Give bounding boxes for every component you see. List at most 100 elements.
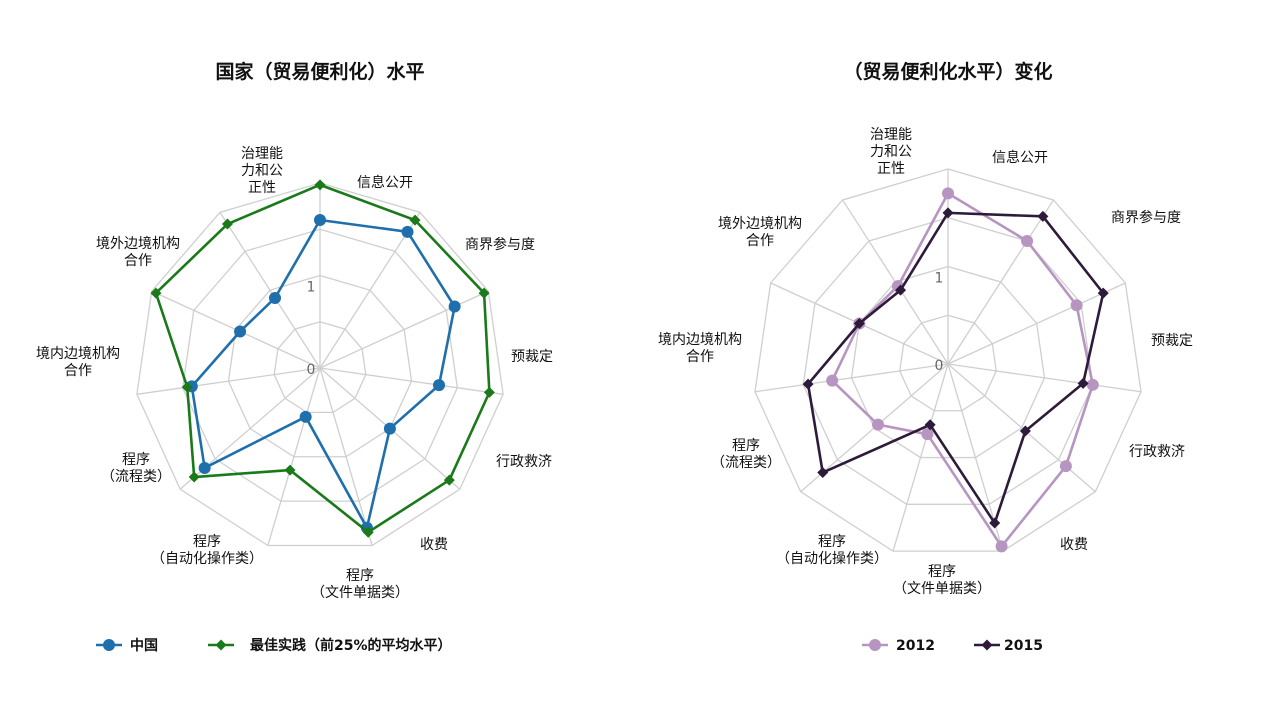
legend-marker <box>215 639 227 651</box>
axis-label: 商界参与度 <box>465 236 535 253</box>
data-point <box>299 410 312 423</box>
axis-label: 治理能力和公正性 <box>241 146 283 196</box>
data-point <box>284 464 296 476</box>
data-point <box>448 300 461 313</box>
data-point <box>995 540 1008 553</box>
radar-chart-change: （贸易便利化水平）变化01治理能力和公正性信息公开商界参与度预裁定行政救济收费程… <box>658 60 1193 654</box>
axis-label: 境外边境机构合作 <box>718 216 802 249</box>
chart-title: （贸易便利化水平）变化 <box>843 60 1052 83</box>
series-line <box>154 183 491 534</box>
legend-marker <box>981 639 993 651</box>
grid-spoke <box>319 367 504 395</box>
legend-label: 中国 <box>130 637 158 654</box>
grid-ring <box>181 228 459 502</box>
data-point <box>443 474 455 486</box>
axis-label: 预裁定 <box>511 349 553 365</box>
axis-label: 治理能力和公正性 <box>870 127 912 177</box>
axis-label: 程序（自动化操作类） <box>151 534 263 567</box>
series-line <box>190 218 456 530</box>
data-point <box>1086 378 1099 391</box>
data-point <box>314 214 326 226</box>
grid-spoke <box>947 363 1096 493</box>
data-point <box>942 207 954 219</box>
data-point <box>1070 299 1083 312</box>
grid-ring <box>754 168 1142 552</box>
axis-label: 程序（流程类） <box>101 452 171 485</box>
legend-marker <box>869 639 881 651</box>
grid-spoke <box>219 212 321 369</box>
axis-label: 行政救济 <box>496 454 552 470</box>
grid-spoke <box>136 367 321 395</box>
grid-spoke <box>267 367 321 546</box>
grid-ring <box>899 314 997 412</box>
axis-label: 程序（自动化操作类） <box>776 534 888 567</box>
tick-label: 0 <box>935 358 944 374</box>
radar-grid <box>136 182 504 547</box>
data-point <box>383 422 396 435</box>
data-point <box>433 379 446 392</box>
data-point <box>989 517 1001 529</box>
series-1 <box>150 179 495 538</box>
data-point <box>826 374 839 387</box>
axis-label: 商界参与度 <box>1111 209 1181 226</box>
axis-label: 境内边境机构合作 <box>658 332 742 365</box>
data-point <box>181 381 193 393</box>
legend-label: 最佳实践（前25%的平均水平） <box>250 637 452 654</box>
data-point <box>401 225 414 238</box>
data-point <box>483 386 495 398</box>
grid-ring <box>273 321 367 414</box>
grid-spoke <box>892 363 949 552</box>
series-line <box>830 192 1095 548</box>
axis-label: 信息公开 <box>992 149 1048 166</box>
data-point <box>802 378 814 390</box>
data-point <box>817 467 829 479</box>
data-point <box>268 291 281 304</box>
data-point <box>409 214 421 226</box>
axis-label: 信息公开 <box>357 174 413 191</box>
axis-label: 收费 <box>1060 537 1088 553</box>
legend-marker <box>103 639 115 651</box>
grid-spoke <box>319 290 489 369</box>
grid-ring <box>802 217 1094 505</box>
axis-label: 行政救济 <box>1129 444 1185 460</box>
axis-label: 境外边境机构合作 <box>96 236 180 269</box>
axis-label: 程序（流程类） <box>711 438 781 471</box>
legend-label: 2015 <box>1004 638 1043 654</box>
data-point <box>1097 287 1109 299</box>
grid-spoke <box>947 363 1142 393</box>
series-0 <box>185 214 461 534</box>
data-point <box>921 428 934 441</box>
data-point <box>1037 210 1049 222</box>
tick-label: 0 <box>307 362 316 378</box>
data-point <box>924 419 936 431</box>
grid-spoke <box>319 212 421 369</box>
grid-ring <box>227 274 413 458</box>
tick-label: 1 <box>307 280 316 296</box>
data-point <box>188 471 200 483</box>
data-point <box>150 287 162 299</box>
data-point <box>853 317 865 329</box>
data-point <box>314 179 326 191</box>
legend-label: 2012 <box>896 638 935 654</box>
series-line <box>806 211 1105 525</box>
data-point <box>1021 234 1034 247</box>
data-point <box>198 461 211 474</box>
data-point <box>942 187 954 200</box>
grid-spoke <box>947 199 1054 365</box>
data-point <box>221 218 233 230</box>
tick-label: 1 <box>935 271 944 287</box>
data-point <box>362 526 374 538</box>
data-point <box>1059 460 1072 473</box>
grid-ring <box>136 182 504 547</box>
data-point <box>478 287 490 299</box>
grid-spoke <box>947 282 1126 365</box>
grid-spoke <box>754 363 949 393</box>
axis-label: 境内边境机构合作 <box>36 346 120 379</box>
grid-spoke <box>319 367 373 546</box>
legend: 2012 2015 <box>862 638 1043 654</box>
chart-title: 国家（贸易便利化）水平 <box>215 60 424 83</box>
radar-grid <box>754 168 1142 552</box>
data-point <box>871 418 884 431</box>
